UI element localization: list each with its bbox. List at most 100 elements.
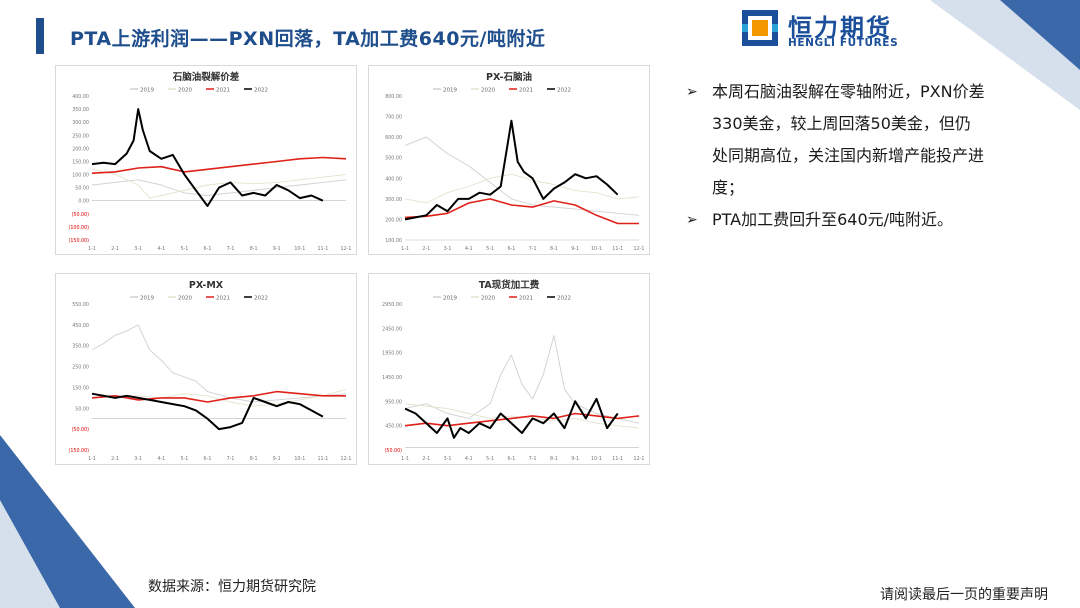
x-tick-label: 11-1 (612, 456, 623, 462)
commentary-text: 本周石脑油裂解在零轴附近，PXN价差330美金，较上周回落50美金，但仍处同期高… (712, 82, 985, 197)
x-tick-label: 1-1 (88, 456, 96, 462)
x-tick-label: 10-1 (591, 456, 602, 462)
x-tick-label: 5-1 (180, 246, 188, 252)
y-tick-label: 450.00 (385, 424, 402, 430)
x-tick-label: 7-1 (529, 456, 537, 462)
y-tick-label: (50.00) (72, 212, 90, 218)
x-tick-label: 5-1 (486, 246, 494, 252)
x-tick-label: 2-1 (111, 246, 119, 252)
legend-label: 2020 (178, 296, 192, 302)
x-tick-label: 4-1 (157, 246, 165, 252)
x-tick-label: 4-1 (157, 456, 165, 462)
series-line-2020 (91, 168, 347, 199)
arrow-bullet-icon: ➢ (686, 84, 698, 100)
chart-px-naphtha-svg: PX-石脑油 2019 2020 2021 2022 800.00 700.00 600.00… (385, 71, 644, 252)
x-tick-label: 12-1 (634, 456, 645, 462)
commentary-list: ➢ 本周石脑油裂解在零轴附近，PXN价差330美金，较上周回落50美金，但仍处同… (686, 76, 986, 236)
y-tick-label: 100.00 (385, 238, 402, 244)
series-line-2021 (91, 156, 347, 174)
commentary-text: PTA加工费回升至640元/吨附近。 (712, 210, 954, 229)
series-line-2022 (91, 108, 324, 207)
y-tick-label: (100.00) (68, 225, 89, 231)
chart-title: PX-MX (189, 280, 224, 291)
y-tick-label: 200.00 (385, 217, 402, 223)
legend-label: 2021 (216, 296, 230, 302)
legend-label: 2021 (216, 88, 230, 94)
x-tick-label: 10-1 (294, 456, 305, 462)
x-tick-label: 12-1 (341, 456, 352, 462)
x-tick-label: 7-1 (227, 456, 235, 462)
x-tick-label: 4-1 (465, 456, 473, 462)
legend-label: 2019 (443, 88, 457, 94)
x-tick-label: 4-1 (465, 246, 473, 252)
y-tick-label: 0.00 (78, 199, 89, 205)
y-tick-label: 250.00 (72, 133, 89, 139)
series-line-2022 (91, 392, 324, 431)
x-tick-label: 2-1 (422, 456, 430, 462)
y-tick-label: 250.00 (72, 365, 89, 371)
y-tick-label: 200.00 (72, 146, 89, 152)
x-tick-label: 6-1 (204, 456, 212, 462)
series-line-2021 (91, 390, 346, 403)
legend-label: 2019 (140, 296, 154, 302)
x-tick-label: 10-1 (591, 246, 602, 252)
commentary-item: ➢ 本周石脑油裂解在零轴附近，PXN价差330美金，较上周回落50美金，但仍处同… (686, 76, 986, 204)
logo-name-en: HENGLI FUTURES (788, 37, 899, 49)
y-tick-label: 150.00 (72, 159, 89, 165)
data-source: 数据来源：恒力期货研究院 (148, 579, 316, 595)
legend-label: 2020 (481, 88, 495, 94)
title-accent-bar (36, 18, 44, 54)
y-tick-label: (50.00) (72, 427, 90, 433)
series-line-2019 (404, 335, 640, 424)
x-tick-label: 8-1 (250, 456, 258, 462)
y-tick-label: (150.00) (68, 448, 89, 454)
y-tick-label: 800.00 (385, 94, 402, 100)
series-line-2022 (404, 397, 619, 439)
chart-title: 石脑油裂解价差 (172, 71, 240, 83)
x-tick-label: 12-1 (341, 246, 352, 252)
y-tick-label: 950.00 (385, 399, 402, 405)
legend-label: 2022 (254, 88, 268, 94)
y-tick-label: 1950.00 (382, 351, 402, 357)
legend-label: 2022 (254, 296, 268, 302)
x-tick-label: 1-1 (88, 246, 96, 252)
chart-px-naphtha: PX-石脑油 2019 2020 2021 2022 800.00 700.00 600.00… (368, 65, 650, 255)
legend-label: 2020 (178, 88, 192, 94)
x-tick-label: 6-1 (204, 246, 212, 252)
page-title: PTA上游利润——PXN回落，TA加工费640元/吨附近 (70, 28, 546, 50)
x-tick-label: 2-1 (111, 456, 119, 462)
x-tick-label: 1-1 (401, 246, 409, 252)
y-tick-label: 550.00 (72, 302, 89, 308)
x-tick-label: 3-1 (134, 246, 142, 252)
chart-naphtha-crack-svg: 石脑油裂解价差 2019 2020 2021 2022 400.00 350.00 300.0… (68, 71, 352, 252)
arrow-bullet-icon: ➢ (686, 212, 698, 228)
x-tick-label: 5-1 (180, 456, 188, 462)
x-tick-label: 7-1 (529, 246, 537, 252)
x-tick-label: 1-1 (401, 456, 409, 462)
y-tick-label: 2950.00 (382, 302, 402, 308)
legend-label: 2021 (519, 296, 533, 302)
series-line-2021 (404, 198, 639, 225)
x-tick-label: 3-1 (134, 456, 142, 462)
series-line-2021 (404, 412, 640, 427)
x-tick-label: 3-1 (444, 246, 452, 252)
x-tick-label: 5-1 (486, 456, 494, 462)
commentary-item: ➢ PTA加工费回升至640元/吨附近。 (686, 204, 986, 236)
y-tick-label: 400.00 (385, 176, 402, 182)
legend-label: 2021 (519, 88, 533, 94)
y-tick-label: 600.00 (385, 135, 402, 141)
legend-label: 2022 (557, 88, 571, 94)
x-tick-label: 8-1 (550, 456, 558, 462)
series-line-2020 (91, 389, 347, 407)
series-line-2022 (404, 119, 619, 221)
y-tick-label: 450.00 (72, 323, 89, 329)
company-logo: 恒力期货 HENGLI FUTURES (742, 10, 912, 52)
series-line-2019 (404, 136, 640, 216)
chart-ta-processing-fee-svg: TA现货加工费 2019 2020 2021 2022 2950.00 2450.00 195… (382, 279, 645, 462)
chart-title: TA现货加工费 (479, 279, 540, 291)
x-tick-label: 9-1 (273, 456, 281, 462)
legend-label: 2020 (481, 296, 495, 302)
x-tick-label: 3-1 (444, 456, 452, 462)
logo-mark-icon (742, 10, 778, 46)
x-tick-label: 9-1 (273, 246, 281, 252)
